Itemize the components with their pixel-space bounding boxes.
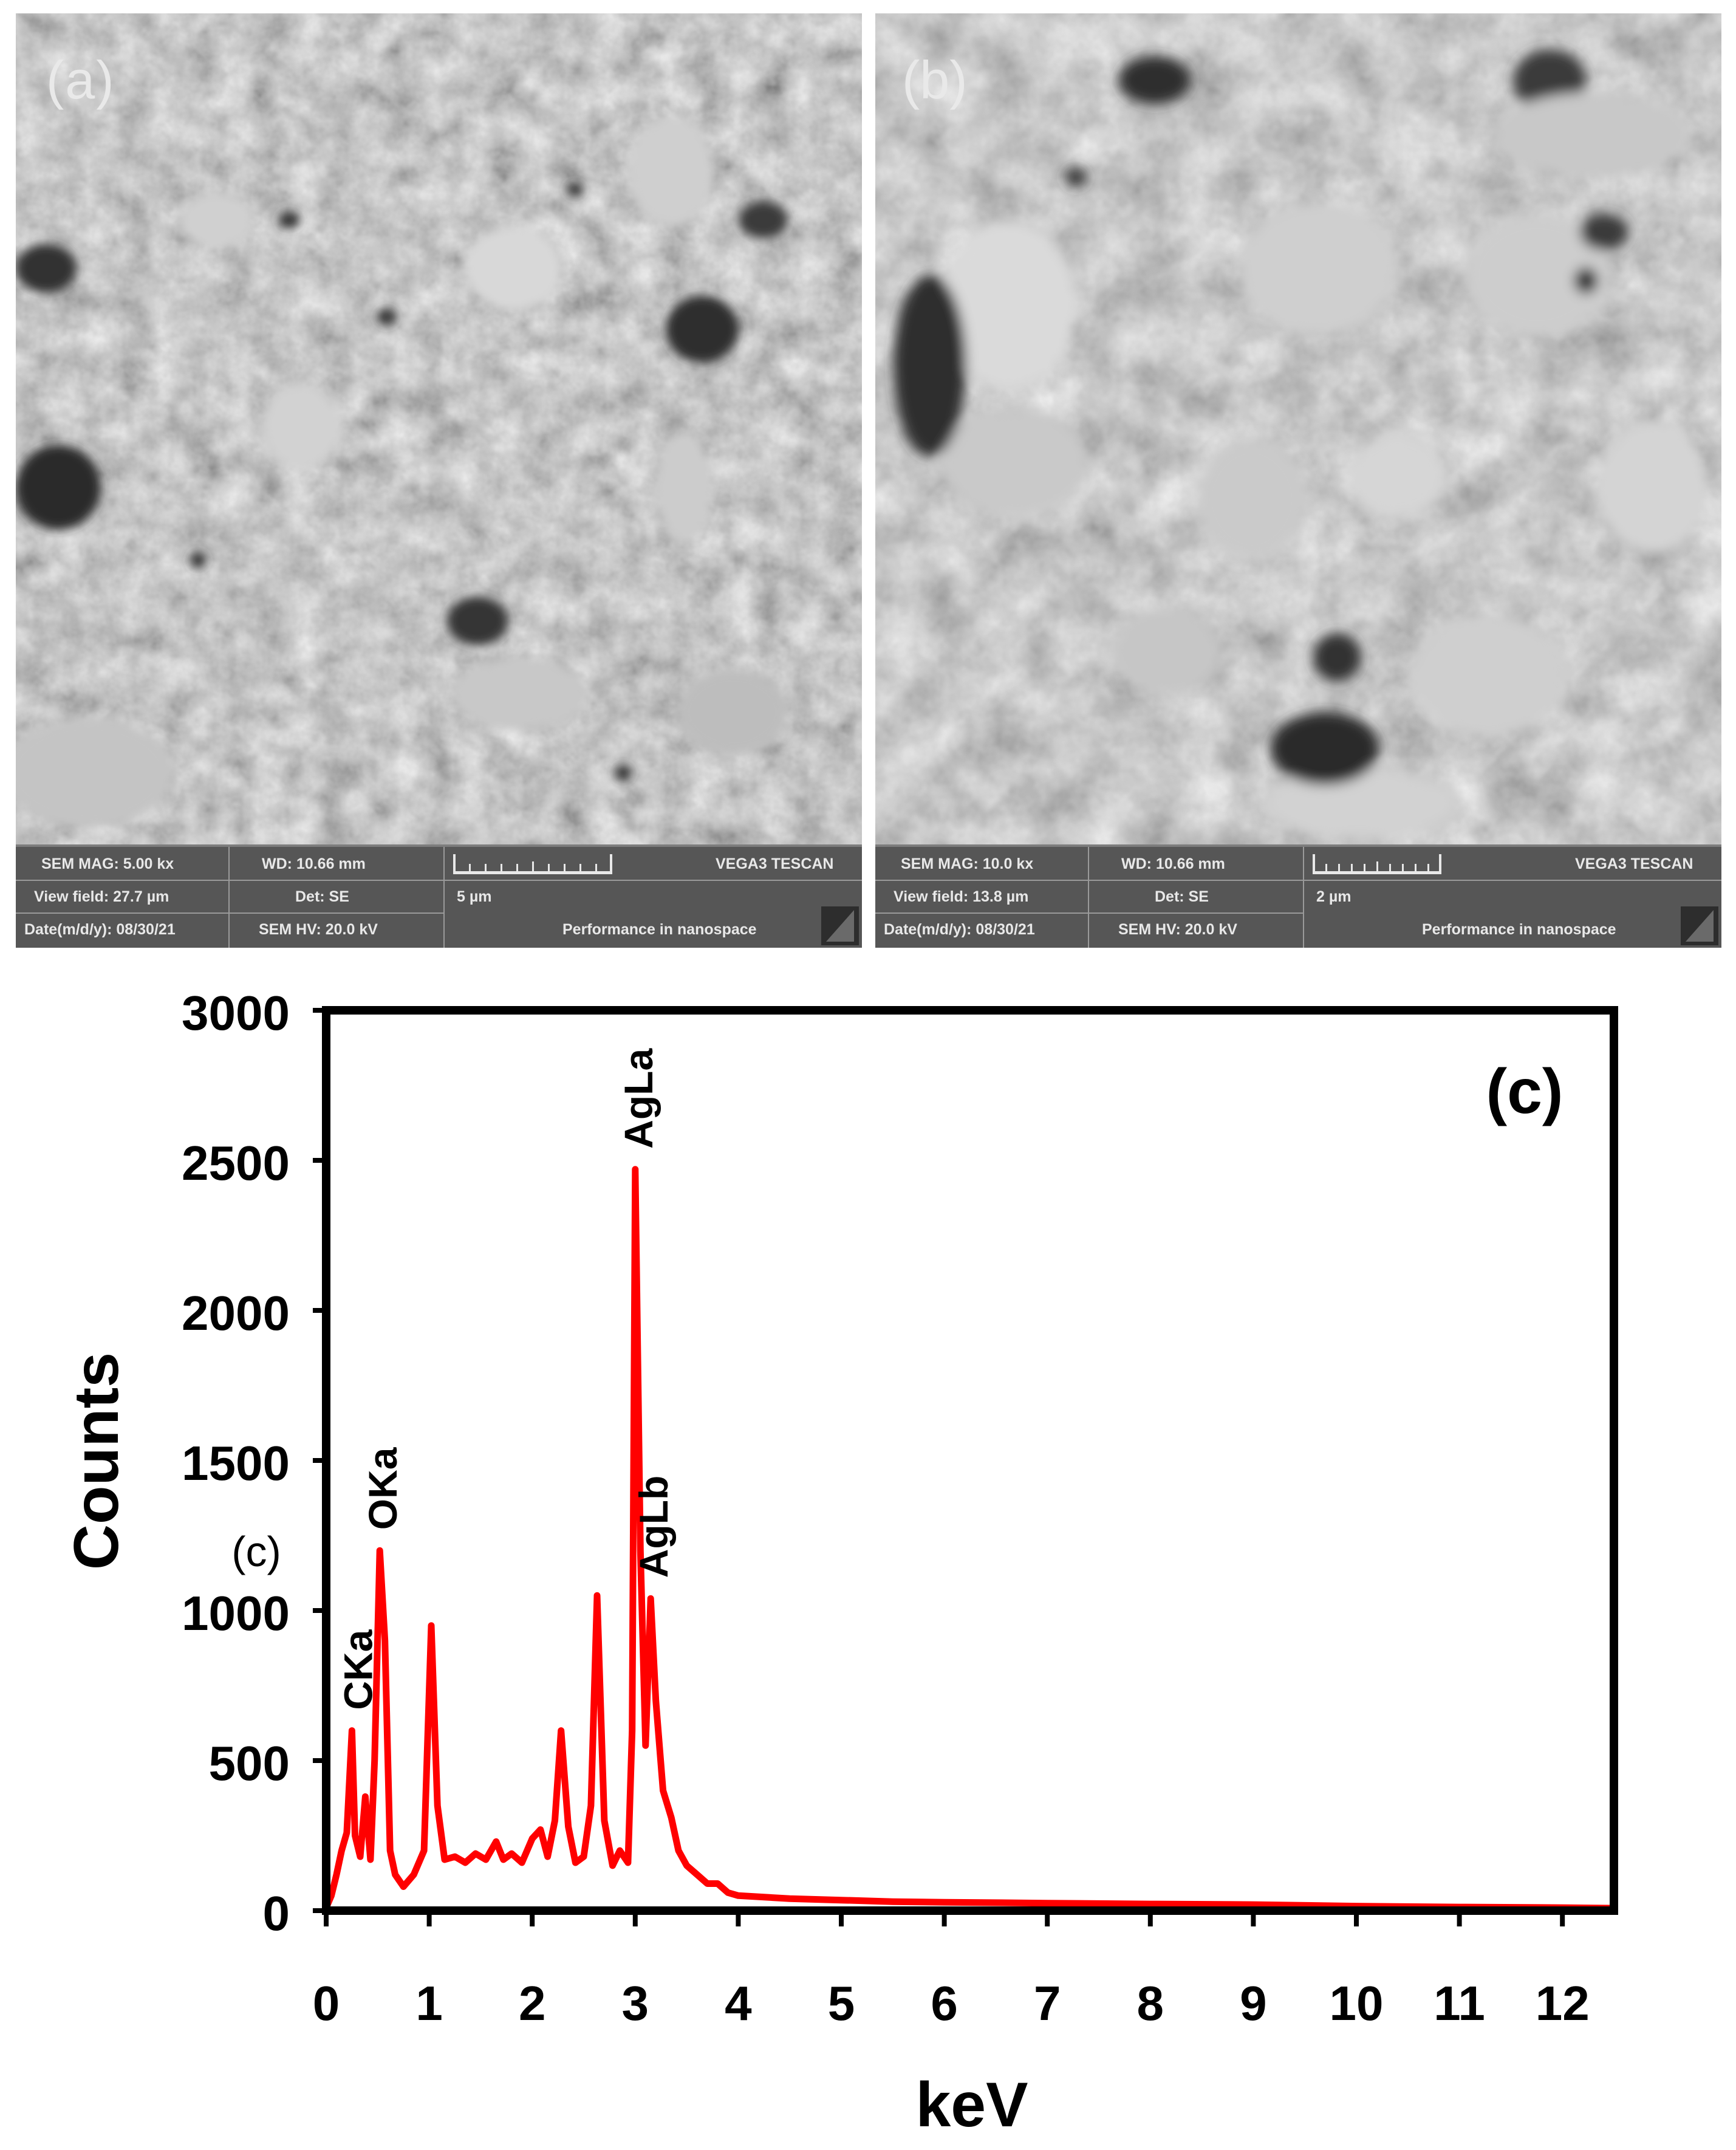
y-tick-label: 0	[263, 1886, 290, 1940]
y-tick-label: 2500	[182, 1136, 290, 1190]
sem-image-b: (b)	[875, 13, 1721, 844]
sem-panel-a: (a) SEM MAG: 5.00 kx WD: 10.66 mm VEGA3 …	[16, 13, 862, 948]
panel-label-a: (a)	[46, 50, 115, 110]
x-tick-label: 2	[519, 1976, 546, 2030]
side-label-c: (c)	[231, 1528, 281, 1575]
peak-labels: CKa OKa AgLa AgLb	[335, 1048, 676, 1710]
sem-tagline: Performance in nanospace	[562, 921, 757, 938]
spectrum-series-line	[323, 1166, 1618, 1912]
x-tick-label: 9	[1240, 1976, 1267, 2030]
y-tick-label: 3000	[182, 986, 290, 1040]
sem-date: Date(m/d/y): 08/30/21	[884, 921, 1035, 938]
sem-mag: SEM MAG: 10.0 kx	[901, 855, 1034, 872]
peak-label: CKa	[335, 1629, 380, 1710]
panel-label-c: (c)	[1486, 1056, 1563, 1127]
scale-bar	[1313, 854, 1441, 874]
x-tick-label: 11	[1434, 1976, 1485, 2030]
y-axis-title: Counts	[61, 1352, 132, 1570]
sem-brand: VEGA3 TESCAN	[716, 855, 834, 872]
sem-infobar-a: SEM MAG: 5.00 kx WD: 10.66 mm VEGA3 TESC…	[16, 847, 862, 948]
scale-bar-label: 2 µm	[1316, 888, 1352, 905]
y-tick-label: 2000	[182, 1286, 290, 1340]
tescan-logo-icon	[1681, 906, 1718, 945]
x-tick-label: 6	[931, 1976, 958, 2030]
x-tick-label: 1	[415, 1976, 443, 2030]
y-tick-label: 1500	[182, 1436, 290, 1490]
x-tick-label: 12	[1536, 1976, 1590, 2030]
x-tick-label: 7	[1034, 1976, 1061, 2030]
sem-features-a	[16, 117, 787, 827]
sem-features-b	[894, 50, 1707, 840]
sem-hv: SEM HV: 20.0 kV	[259, 921, 378, 938]
sem-wd: WD: 10.66 mm	[1121, 855, 1225, 872]
plot-frame	[322, 1006, 1618, 1915]
x-tick-label: 4	[725, 1976, 752, 2030]
peak-label: OKa	[360, 1446, 405, 1530]
x-tick-label: 10	[1330, 1976, 1384, 2030]
sem-det: Det: SE	[1155, 888, 1209, 905]
peak-label: AgLa	[616, 1048, 661, 1149]
y-tick-label: 1000	[182, 1586, 290, 1640]
sem-wd: WD: 10.66 mm	[262, 855, 366, 872]
x-tick-label: 3	[622, 1976, 649, 2030]
sem-mag: SEM MAG: 5.00 kx	[41, 855, 174, 872]
x-tick-label: 8	[1137, 1976, 1164, 2030]
sem-brand: VEGA3 TESCAN	[1575, 855, 1693, 872]
sem-tagline: Performance in nanospace	[1422, 921, 1616, 938]
scale-bar	[453, 854, 612, 874]
scale-bar-label: 5 µm	[457, 888, 492, 905]
y-axis: 0 500 1000 1500 2000 2500 3000	[182, 986, 326, 1940]
tescan-logo-icon	[821, 906, 859, 945]
sem-hv: SEM HV: 20.0 kV	[1118, 921, 1237, 938]
sem-date: Date(m/d/y): 08/30/21	[24, 921, 176, 938]
sem-view-field: View field: 27.7 µm	[34, 888, 169, 905]
sem-panel-b: (b) SEM MAG: 10.0 kx WD: 10.66 mm VEGA3 …	[875, 13, 1721, 948]
y-tick-label: 500	[209, 1736, 290, 1790]
panel-label-b: (b)	[902, 50, 968, 110]
x-tick-label: 5	[828, 1976, 855, 2030]
sem-view-field: View field: 13.8 µm	[894, 888, 1029, 905]
sem-det: Det: SE	[295, 888, 349, 905]
x-axis-title: keV	[915, 2070, 1028, 2140]
sem-infobar-b: SEM MAG: 10.0 kx WD: 10.66 mm VEGA3 TESC…	[875, 847, 1721, 948]
x-tick-label: 0	[313, 1976, 340, 2030]
peak-label: AgLb	[631, 1476, 676, 1578]
sem-image-a: (a)	[16, 13, 862, 844]
x-axis: 0 1 2 3 4 5 6 7 8 9 10 11 12	[313, 1911, 1590, 2030]
